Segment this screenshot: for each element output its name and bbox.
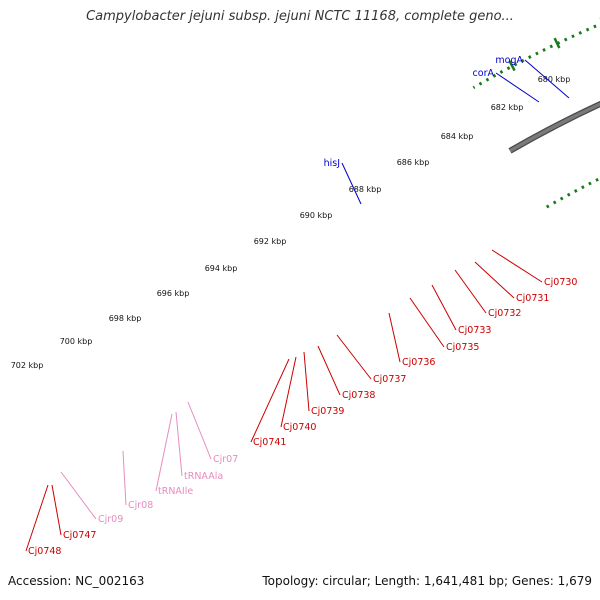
bottom-gene-callout[interactable]: Cjr08	[122, 450, 153, 511]
scale-label: 684 kbp	[441, 132, 474, 141]
scale-label: 690 kbp	[300, 211, 333, 220]
scale-label: 696 kbp	[157, 289, 190, 298]
leader-line	[175, 411, 183, 477]
bottom-gene-callout[interactable]: Cjr07	[187, 401, 238, 465]
gene-label: Cj0738	[342, 390, 375, 401]
leader-line	[303, 351, 310, 412]
leader-line	[250, 358, 290, 443]
bottom-gene-callout[interactable]: Cj0730	[491, 249, 577, 288]
leader-line	[25, 484, 49, 552]
leader-line	[495, 72, 540, 103]
inner-dotted-arc	[542, 176, 600, 211]
leader-line	[280, 356, 297, 428]
gene-label: Cj0748	[28, 546, 61, 557]
bottom-gene-callout[interactable]: Cj0740	[280, 356, 316, 433]
scale-label: 700 kbp	[60, 337, 93, 346]
scale-ticks: 680 kbp 682 kbp 684 kbp 686 kbp 688 kbp 690 k…	[11, 17, 600, 370]
scale-label: 698 kbp	[109, 314, 142, 323]
leader-line	[454, 269, 487, 314]
leader-line	[60, 471, 97, 520]
gene-label: Cj0737	[373, 374, 406, 385]
bottom-gene-callout[interactable]: Cj0737	[336, 334, 406, 385]
bottom-gene-callout[interactable]: Cj0736	[388, 312, 435, 368]
scale-label: 680 kbp	[538, 75, 571, 84]
bottom-gene-callout[interactable]: tRNAAla	[175, 411, 223, 482]
leader-line	[155, 413, 173, 492]
bottom-gene-callout[interactable]: Cj0731	[474, 261, 549, 304]
bottom-gene-callout[interactable]: Cj0738	[317, 345, 375, 401]
leader-line	[187, 401, 212, 460]
scale-label: 686 kbp	[397, 158, 430, 167]
top-gene-callout[interactable]: mogA	[495, 55, 570, 99]
map-title: Campylobacter jejuni subsp. jejuni NCTC …	[86, 9, 514, 24]
gene-label: Cjr08	[128, 500, 153, 511]
bottom-gene-callout[interactable]: Cj0733	[431, 284, 491, 336]
scale-label: 694 kbp	[205, 264, 238, 273]
leader-line	[491, 249, 543, 283]
top-gene-callout[interactable]: corA	[473, 68, 540, 103]
leader-line	[341, 162, 362, 205]
scale-label: 702 kbp	[11, 361, 44, 370]
gene-label: Cj0732	[488, 308, 521, 319]
gene-label: tRNAIle	[158, 486, 193, 497]
bottom-gene-callout[interactable]: Cj0732	[454, 269, 521, 319]
leader-line	[474, 261, 515, 299]
leader-line	[431, 284, 457, 331]
leader-line	[317, 345, 341, 396]
bottom-gene-callout[interactable]: Cjr09	[60, 471, 123, 525]
gene-label: Cj0741	[253, 437, 286, 448]
bottom-gene-callout[interactable]: Cj0735	[409, 297, 479, 353]
gene-label: hisJ	[324, 158, 340, 169]
leader-line	[122, 450, 127, 506]
top-gene-callout[interactable]: hisJ	[324, 158, 362, 205]
scale-label: 692 kbp	[254, 237, 287, 246]
gene-label: Cjr09	[98, 514, 123, 525]
scale-label: 688 kbp	[349, 185, 382, 194]
gene-label: Cjr07	[213, 454, 238, 465]
gene-label: mogA	[495, 55, 523, 66]
gene-label: Cj0740	[283, 422, 316, 433]
gene-label: Cj0731	[516, 293, 549, 304]
gene-label: Cj0733	[458, 325, 491, 336]
bottom-gene-callout[interactable]: Cj0748	[25, 484, 61, 557]
leader-line	[409, 297, 445, 348]
scale-tick	[508, 60, 516, 72]
gene-label: Cj0739	[311, 406, 344, 417]
bottom-gene-callout[interactable]: Cj0741	[250, 358, 290, 448]
leader-line	[51, 484, 62, 536]
gene-label: tRNAAla	[184, 471, 223, 482]
bottom-gene-callout[interactable]: Cj0747	[51, 484, 96, 541]
gene-label: Cj0747	[63, 530, 96, 541]
bottom-gene-callout[interactable]: tRNAIle	[155, 413, 193, 497]
scale-label: 682 kbp	[491, 103, 524, 112]
gene-label: corA	[473, 68, 495, 79]
scale-tick	[553, 37, 561, 49]
gene-label: Cj0730	[544, 277, 577, 288]
genome-summary: Topology: circular; Length: 1,641,481 bp…	[262, 574, 592, 588]
accession-label: Accession: NC_002163	[8, 574, 145, 588]
leader-line	[388, 312, 401, 363]
gene-label: Cj0735	[446, 342, 479, 353]
bottom-gene-callout[interactable]: Cj0739	[303, 351, 344, 417]
leader-line	[336, 334, 372, 380]
gene-label: Cj0736	[402, 357, 435, 368]
leader-line	[524, 59, 570, 99]
